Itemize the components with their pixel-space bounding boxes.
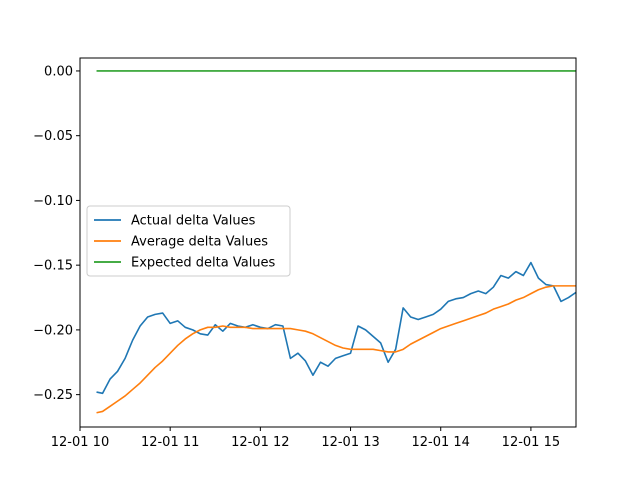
series-layer [96,70,577,414]
series-line-actual-delta-values [96,261,577,395]
x-tick-label: 12-01 15 [502,435,560,450]
y-tick-label: −0.10 [33,194,73,209]
legend-box [86,205,291,277]
plot-frame [79,57,577,428]
legend-label: Average delta Values [131,235,268,250]
x-tick-label: 12-01 13 [321,435,379,450]
x-tick-label: 12-01 10 [51,435,109,450]
x-tick-label: 12-01 14 [412,435,470,450]
legend-label: Expected delta Values [131,256,276,271]
series-line-average-delta-values [96,285,576,414]
y-axis: 0.00 −0.05 −0.10 −0.15 −0.20 −0.25 [33,64,80,403]
y-tick-label: −0.20 [33,323,73,338]
y-tick-label: −0.05 [33,129,73,144]
y-tick-label: 0.00 [44,64,73,79]
x-axis: 12-01 10 12-01 11 12-01 12 12-01 13 12-01 14… [51,427,560,450]
x-tick-label: 12-01 11 [141,435,199,450]
x-tick-label: 12-01 12 [231,435,289,450]
y-tick-label: −0.25 [33,388,73,403]
y-tick-label: −0.15 [33,259,73,274]
legend-label: Actual delta Values [131,214,256,229]
legend: Actual delta Values Average delta Values E… [86,205,291,277]
